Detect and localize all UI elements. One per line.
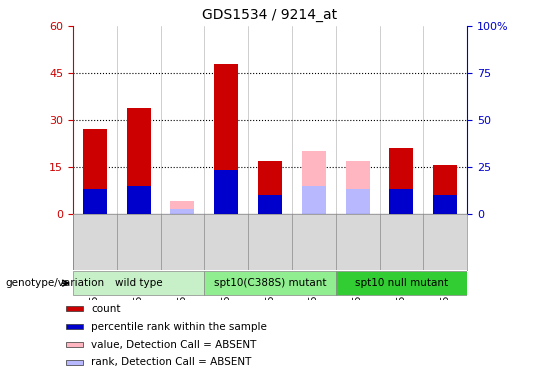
Bar	[389, 189, 414, 214]
Bar	[258, 160, 282, 214]
Text: spt10 null mutant: spt10 null mutant	[355, 278, 448, 288]
Bar	[83, 129, 107, 214]
Bar	[170, 209, 194, 214]
Bar	[214, 170, 238, 214]
Bar	[346, 189, 370, 214]
Bar	[433, 195, 457, 214]
Title: GDS1534 / 9214_at: GDS1534 / 9214_at	[202, 9, 338, 22]
Bar	[336, 272, 467, 295]
Bar	[302, 151, 326, 214]
Bar	[126, 186, 151, 214]
Bar	[389, 148, 414, 214]
Bar	[204, 272, 336, 295]
Bar	[170, 201, 194, 214]
Bar	[66, 342, 83, 347]
Bar	[258, 195, 282, 214]
Bar	[126, 108, 151, 214]
Bar	[66, 324, 83, 329]
Bar	[73, 272, 204, 295]
Bar	[83, 189, 107, 214]
Text: value, Detection Call = ABSENT: value, Detection Call = ABSENT	[91, 339, 256, 350]
Text: count: count	[91, 304, 121, 314]
Text: wild type: wild type	[115, 278, 163, 288]
Text: rank, Detection Call = ABSENT: rank, Detection Call = ABSENT	[91, 357, 252, 368]
Bar	[66, 306, 83, 311]
Text: spt10(C388S) mutant: spt10(C388S) mutant	[214, 278, 326, 288]
Bar	[302, 186, 326, 214]
Bar	[433, 165, 457, 214]
Bar	[214, 64, 238, 214]
Bar	[66, 360, 83, 365]
Text: percentile rank within the sample: percentile rank within the sample	[91, 322, 267, 332]
Text: genotype/variation: genotype/variation	[5, 278, 105, 288]
Bar	[346, 160, 370, 214]
